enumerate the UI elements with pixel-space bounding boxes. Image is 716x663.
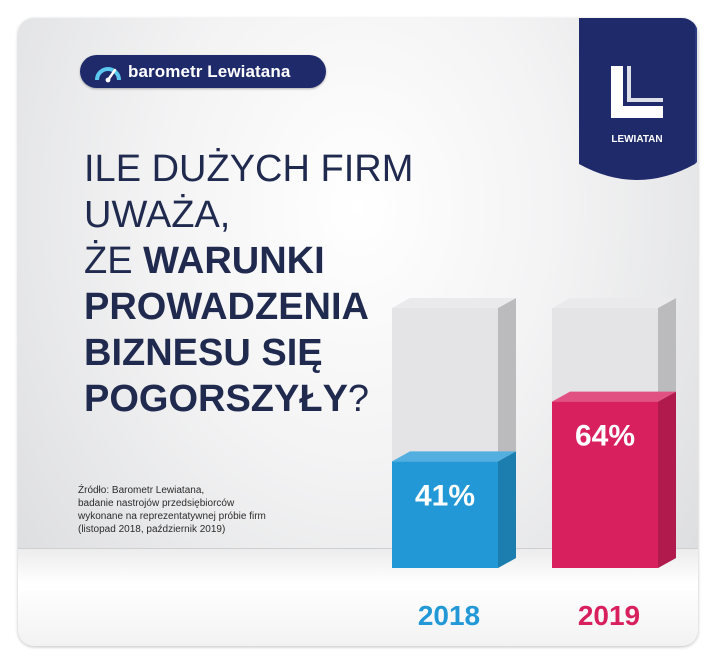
- category-label-2018: 2018: [418, 600, 480, 631]
- headline-line5-bold: POGORSZYŁY: [84, 378, 348, 420]
- barometr-label: barometr Lewiatana: [128, 61, 291, 81]
- category-label-2019: 2019: [578, 600, 640, 631]
- source-line-4: (listopad 2018, październik 2019): [78, 524, 226, 535]
- headline-line5-suffix: ?: [347, 378, 370, 420]
- barometr-pill: barometr Lewiatana: [80, 55, 326, 88]
- gauge-icon: [95, 66, 121, 82]
- bar-2018-side: [498, 451, 516, 568]
- bar-2019-side: [658, 391, 676, 568]
- logo-wordmark: LEWIATAN: [611, 134, 662, 145]
- bar-2018-top: [392, 451, 516, 462]
- source-line-3: wykonane na reprezentatywnej próbie firm: [78, 511, 266, 522]
- source-note: Źródło: Barometr Lewiatana, badanie nast…: [78, 484, 328, 536]
- source-line-2: badanie nastrojów przedsiębiorców: [78, 498, 235, 509]
- headline-line1: ILE DUŻYCH FIRM UWAŻA,: [84, 148, 414, 236]
- headline: ILE DUŻYCH FIRM UWAŻA, ŻE WARUNKI PROWAD…: [84, 146, 504, 422]
- value-label-2018: 41%: [415, 479, 475, 512]
- headline-line2-bold: WARUNKI: [143, 240, 325, 282]
- source-line-1: Źródło: Barometr Lewiatana,: [78, 485, 205, 496]
- headline-line3: PROWADZENIA: [84, 286, 369, 328]
- value-label-2019: 64%: [575, 420, 635, 453]
- bar-track-2018-top: [392, 298, 516, 308]
- bar-2018-front: [392, 461, 498, 568]
- bar-chart: 41% 2018 64% 2019: [392, 298, 676, 631]
- infographic-card: barometr Lewiatana LEWIATAN ILE DUŻYCH F…: [18, 18, 698, 646]
- lewiatan-logo: LEWIATAN: [579, 18, 697, 180]
- headline-line4: BIZNESU SIĘ: [84, 332, 323, 374]
- headline-line2-prefix: ŻE: [84, 240, 144, 282]
- bar-2019-top: [552, 391, 676, 402]
- bar-track-2019-top: [552, 298, 676, 308]
- bar-2019-front: [552, 401, 658, 568]
